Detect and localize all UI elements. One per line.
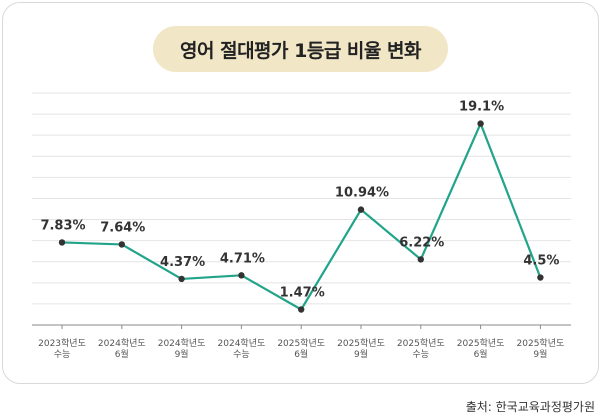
data-point xyxy=(357,206,365,213)
category-label: 2024학년도 xyxy=(218,338,266,349)
data-label: 4.71% xyxy=(220,251,265,266)
series-line xyxy=(61,122,542,311)
category-label: 2025학년도 xyxy=(457,338,505,349)
category-label: 2025학년도 xyxy=(397,338,445,349)
data-label: 19.1% xyxy=(459,100,504,115)
data-point xyxy=(537,274,544,281)
category-label: 9월 xyxy=(175,348,189,360)
data-point xyxy=(238,272,245,279)
category-label: 2023학년도 xyxy=(38,338,86,349)
category-label: 9월 xyxy=(354,348,368,360)
data-label: 7.83% xyxy=(40,218,85,233)
data-point xyxy=(477,120,484,127)
data-point xyxy=(178,275,185,283)
category-label: 수능 xyxy=(413,349,430,360)
data-label: 6.22% xyxy=(399,235,444,250)
data-label: 7.64% xyxy=(100,220,145,235)
data-point xyxy=(417,256,424,263)
data-markers xyxy=(58,120,544,313)
grid-lines xyxy=(32,92,571,305)
data-point xyxy=(298,306,305,313)
category-label: 2025학년도 xyxy=(277,338,325,349)
category-label: 6월 xyxy=(294,348,308,360)
category-labels: 2023학년도수능2024학년도6월2024학년도9월2024학년도수능2025… xyxy=(38,338,564,360)
category-label: 6월 xyxy=(115,348,129,360)
data-point xyxy=(118,241,126,248)
category-label: 9월 xyxy=(533,348,547,360)
category-label: 2024학년도 xyxy=(158,338,206,349)
data-label: 4.5% xyxy=(523,254,559,269)
category-label: 2025학년도 xyxy=(517,338,565,349)
data-label: 1.47% xyxy=(280,285,325,300)
data-label: 10.94% xyxy=(335,186,389,201)
data-labels: 7.83% 7.64% 4.37% 4.71% 1.47% 10.94% 6.22% 19.1… xyxy=(40,100,559,301)
source-note: 출처: 한국교육과정평가원 xyxy=(465,400,595,414)
category-label: 수능 xyxy=(54,349,71,360)
category-label: 6월 xyxy=(474,348,488,360)
chart-title: 영어 절대평가 1등급 비율 변화 xyxy=(153,26,448,72)
data-label: 4.37% xyxy=(160,255,205,270)
category-label: 2025학년도 xyxy=(337,338,385,349)
x-ticks xyxy=(61,325,541,329)
category-label: 수능 xyxy=(233,349,250,360)
data-point xyxy=(58,239,66,246)
category-label: 2024학년도 xyxy=(98,338,146,349)
